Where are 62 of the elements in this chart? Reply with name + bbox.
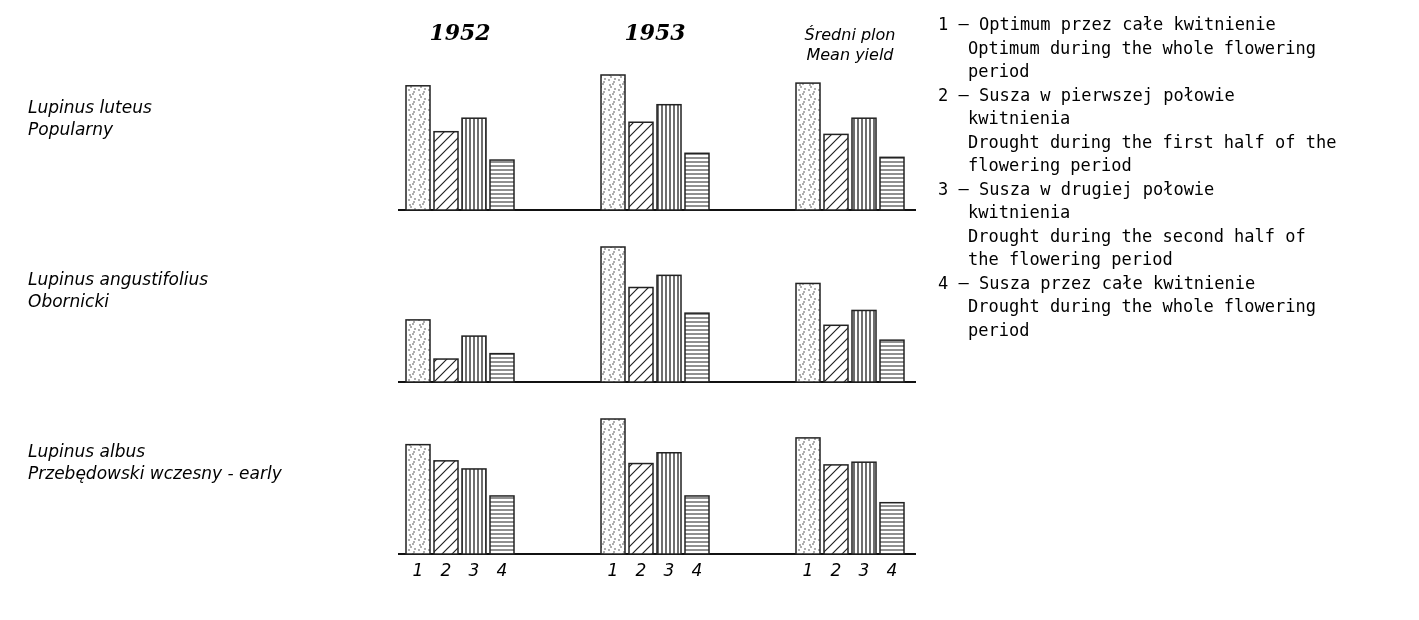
bar (823, 324, 849, 383)
bar (823, 133, 849, 211)
bar (489, 495, 515, 555)
text: 2 (830, 560, 842, 580)
text: Drought during the whole flowering period (968, 296, 1316, 340)
bar (489, 352, 515, 383)
bar (628, 121, 654, 211)
bar (433, 460, 459, 555)
bar (684, 152, 710, 211)
bar (405, 319, 431, 383)
bar (656, 103, 682, 211)
bar (405, 85, 431, 211)
bar (795, 282, 821, 383)
text: 3 (858, 560, 870, 580)
series-label: 4 (496, 560, 508, 580)
x-tick-label: 1952 (429, 19, 491, 45)
bar (851, 309, 877, 383)
text: 4 — Susza przez całe kwitnienie (938, 272, 1256, 293)
bar (879, 501, 905, 555)
bar (628, 462, 654, 555)
bar (600, 418, 626, 555)
bar (795, 437, 821, 555)
text: 3 (663, 560, 675, 580)
series-label: 3 (468, 560, 480, 580)
text: 1 (607, 560, 619, 580)
series-label: 1 (412, 560, 424, 580)
bar (879, 339, 905, 383)
bar (879, 156, 905, 211)
bar (461, 335, 487, 383)
bar (823, 464, 849, 555)
text: 1 — Optimum przez całe kwitnienie (938, 14, 1276, 34)
bar (461, 117, 487, 211)
series-label: 2 (440, 560, 452, 580)
bar (684, 312, 710, 383)
text: 2 — Susza w pierwszej połowie kwitnienia (938, 84, 1235, 128)
x-tick-label: 1953 (624, 19, 686, 45)
x-tick-label: Średni plon Mean yield (804, 25, 896, 64)
text: 3 — Susza w drugiej połowie kwitnienia (938, 178, 1215, 222)
text: Drought during the first half of the flowering period (968, 131, 1337, 175)
bar (600, 246, 626, 383)
bar (628, 286, 654, 383)
bar (461, 468, 487, 555)
bar (656, 452, 682, 555)
bar (433, 130, 459, 211)
bar (795, 82, 821, 211)
bar (684, 495, 710, 555)
bar (656, 274, 682, 383)
y-axis-title: Lupinus luteus Popularny (28, 97, 152, 139)
bar (489, 159, 515, 211)
text: 2 (635, 560, 647, 580)
bar (851, 117, 877, 211)
text: 4 (691, 560, 703, 580)
y-axis-title: Lupinus albus Przebędowski wczesny - early (28, 441, 283, 483)
bar (851, 461, 877, 555)
text: Optimum during the whole flowering period (968, 37, 1316, 81)
text: 4 (886, 560, 898, 580)
bar (433, 358, 459, 383)
y-axis-title: Lupinus angustifolius Obornicki (28, 269, 209, 311)
bar (405, 443, 431, 555)
text: Drought during the second half of the flowering period (968, 225, 1306, 269)
bar (600, 74, 626, 211)
text: 1 (802, 560, 814, 580)
